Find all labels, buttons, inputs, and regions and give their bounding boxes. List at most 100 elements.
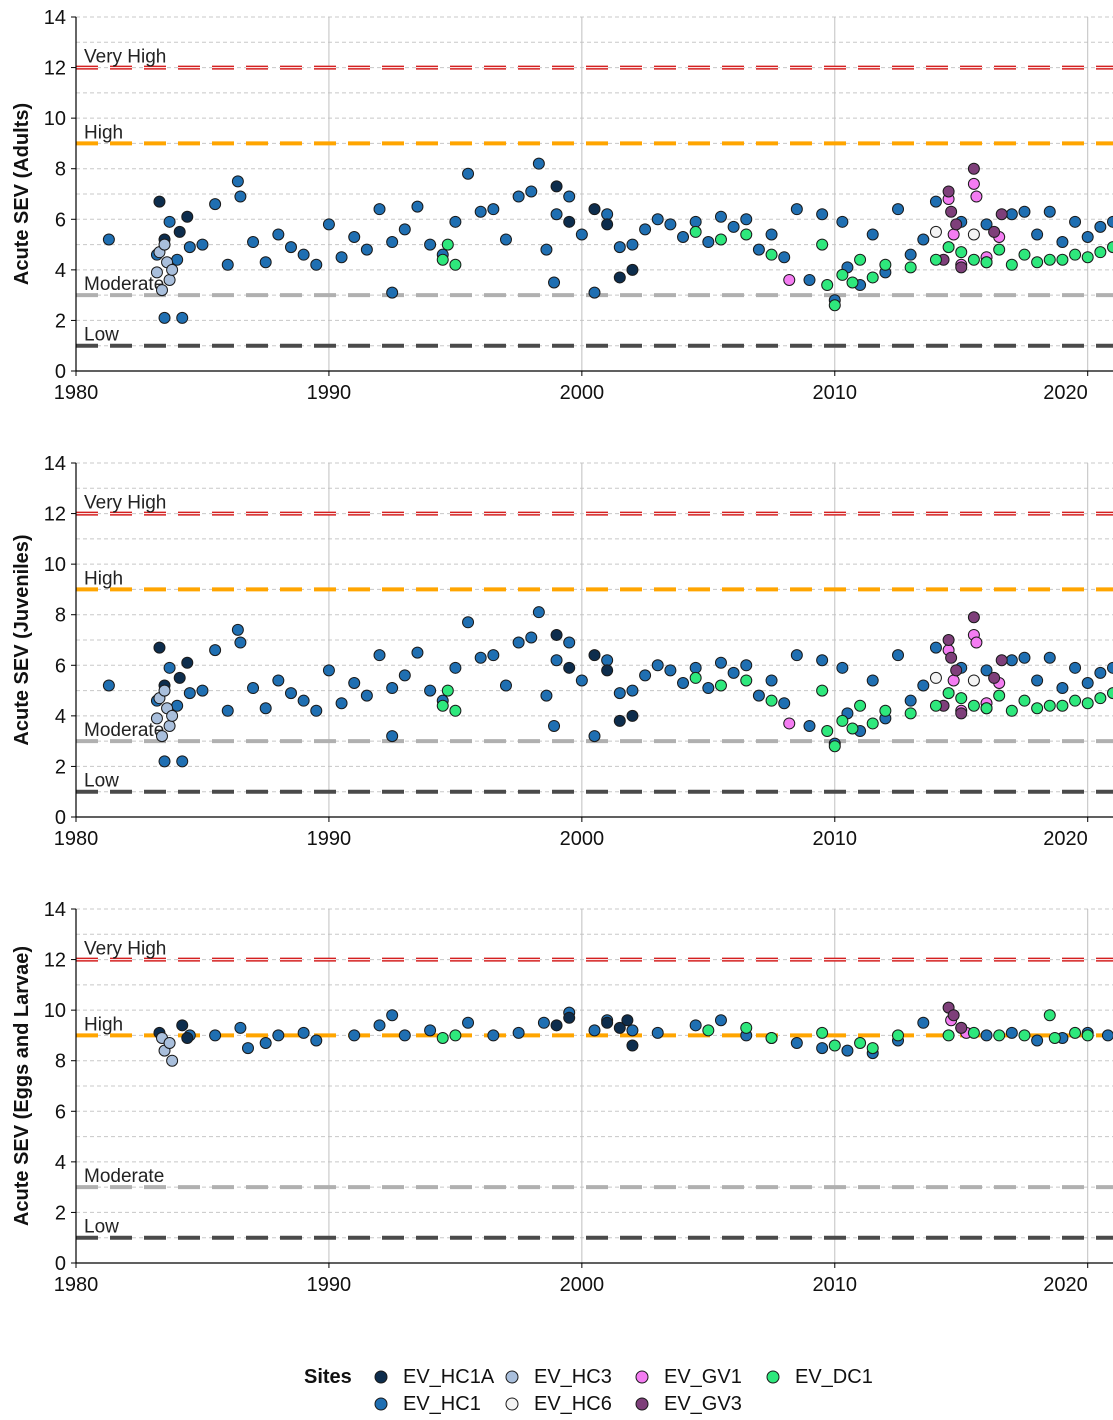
data-point	[613, 714, 626, 727]
data-point	[158, 684, 171, 697]
data-point	[284, 687, 297, 700]
data-point	[462, 167, 475, 180]
data-point	[1081, 697, 1094, 710]
data-point	[1005, 258, 1018, 271]
data-point	[1069, 248, 1082, 261]
data-point	[803, 273, 816, 286]
data-point	[158, 238, 171, 251]
data-point	[166, 709, 179, 722]
data-point	[945, 205, 958, 218]
data-point	[348, 230, 361, 243]
series-EV_HC1	[102, 157, 1113, 324]
data-point	[854, 699, 867, 712]
data-point	[970, 190, 983, 203]
data-point	[917, 1016, 930, 1029]
data-point	[462, 616, 475, 629]
legend-marker	[505, 1370, 519, 1384]
data-point	[548, 276, 561, 289]
data-point	[821, 725, 834, 738]
threshold-label: Low	[84, 1217, 119, 1238]
data-point	[1005, 1026, 1018, 1039]
data-point	[854, 253, 867, 266]
data-point	[626, 684, 639, 697]
data-point	[153, 641, 166, 654]
legend-label: EV_DC1	[795, 1366, 873, 1388]
data-point	[702, 1024, 715, 1037]
data-point	[163, 273, 176, 286]
data-point	[386, 730, 399, 743]
data-point	[563, 190, 576, 203]
data-point	[967, 699, 980, 712]
data-point	[783, 273, 796, 286]
data-point	[272, 1029, 285, 1042]
data-point	[474, 651, 487, 664]
data-point	[310, 1034, 323, 1047]
y-tick-label: 8	[55, 605, 66, 627]
data-point	[892, 649, 905, 662]
data-point	[967, 1026, 980, 1039]
data-point	[1005, 654, 1018, 667]
data-point	[942, 687, 955, 700]
data-point	[601, 208, 614, 221]
data-point	[904, 248, 917, 261]
data-point	[436, 1031, 449, 1044]
data-point	[790, 649, 803, 662]
data-point	[980, 1029, 993, 1042]
data-point	[499, 679, 512, 692]
data-point	[386, 1009, 399, 1022]
data-point	[904, 707, 917, 720]
data-point	[102, 679, 115, 692]
data-point	[588, 649, 601, 662]
data-point	[727, 666, 740, 679]
legend-marker	[635, 1370, 649, 1384]
data-point	[816, 1042, 829, 1055]
data-point	[183, 687, 196, 700]
data-point	[322, 664, 335, 677]
data-point	[398, 1029, 411, 1042]
data-point	[689, 661, 702, 674]
y-tick-label: 4	[55, 260, 66, 282]
panel-1: Very High High Moderate Low 0 2 4 6 8 10 12 14 1980 1…	[11, 7, 1113, 404]
data-point	[449, 258, 462, 271]
data-point	[689, 1019, 702, 1032]
data-point	[714, 1014, 727, 1027]
data-point	[993, 689, 1006, 702]
data-point	[836, 268, 849, 281]
threshold-label: High	[84, 568, 123, 589]
data-point	[945, 651, 958, 664]
data-point	[1018, 205, 1031, 218]
y-axis-label: Acute SEV (Eggs and Larvae)	[11, 946, 33, 1226]
data-point	[259, 256, 272, 269]
data-point	[550, 654, 563, 667]
data-point	[816, 1026, 829, 1039]
legend-label: EV_HC3	[534, 1366, 612, 1388]
data-point	[917, 679, 930, 692]
data-point	[1031, 256, 1044, 269]
data-point	[752, 689, 765, 702]
x-tick-label: 1990	[307, 828, 352, 850]
data-point	[980, 218, 993, 231]
data-point	[1018, 248, 1031, 261]
data-point	[947, 674, 960, 687]
data-point	[550, 208, 563, 221]
data-point	[765, 674, 778, 687]
y-tick-label: 2	[55, 310, 66, 332]
data-point	[171, 699, 184, 712]
data-point	[950, 664, 963, 677]
data-point	[588, 1024, 601, 1037]
legend-item-EV_DC1: EV_DC1	[766, 1366, 873, 1388]
data-point	[765, 228, 778, 241]
data-point	[980, 256, 993, 269]
data-point	[778, 251, 791, 264]
legend-item-EV_HC1: EV_HC1	[374, 1393, 481, 1415]
y-tick-label: 0	[55, 807, 66, 829]
data-point	[1018, 694, 1031, 707]
legend-label: EV_HC6	[534, 1393, 612, 1415]
data-point	[512, 190, 525, 203]
data-point	[1069, 661, 1082, 674]
data-point	[942, 185, 955, 198]
legend-marker	[374, 1397, 388, 1411]
data-point	[821, 279, 834, 292]
data-point	[866, 1042, 879, 1055]
data-point	[259, 1037, 272, 1050]
